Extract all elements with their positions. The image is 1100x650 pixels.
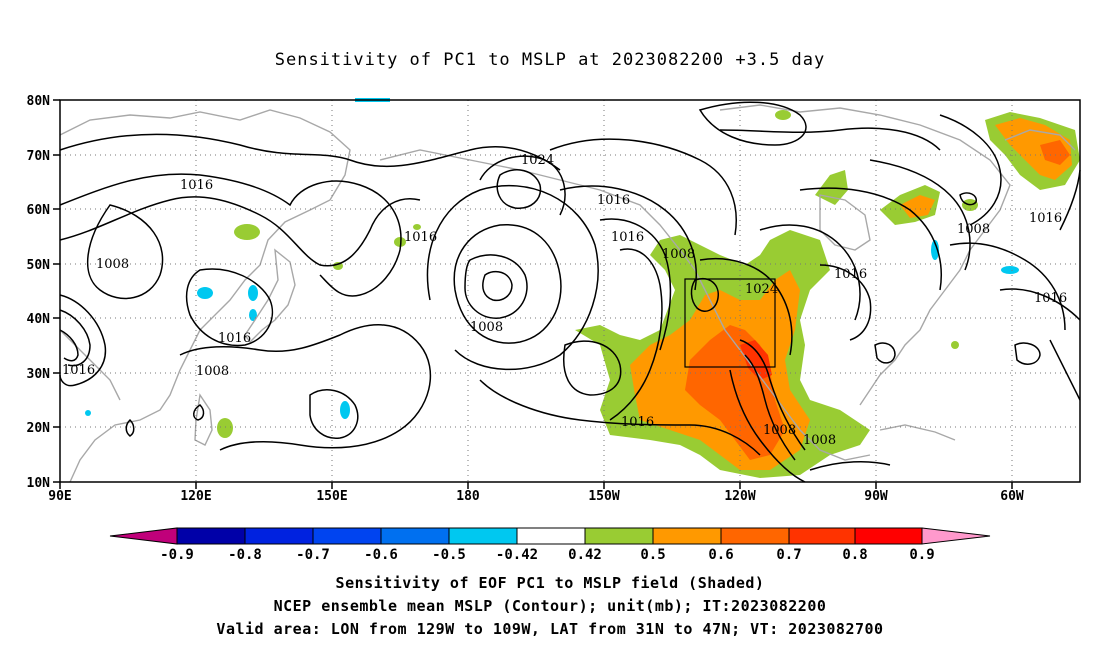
shade-arctic (775, 110, 791, 120)
contour-label: 1016 (404, 230, 437, 245)
colorbar-label: 0.7 (776, 547, 801, 563)
contour-label: 1008 (470, 320, 503, 335)
lon-label: 150E (316, 489, 347, 504)
lat-label: 50N (27, 258, 51, 273)
colorbar-label: 0.8 (842, 547, 867, 563)
shade-atlantic-red (1040, 140, 1070, 165)
contour-label: 1024 (745, 282, 778, 297)
caption-line-3: Valid area: LON from 129W to 109W, LAT f… (216, 620, 884, 638)
colorbar-cell (854, 527, 923, 545)
lon-label: 150W (588, 489, 619, 504)
contour-label: 1008 (196, 364, 229, 379)
sensitivity-shading (85, 98, 1080, 478)
contour-label: 1008 (662, 247, 695, 262)
lat-label: 40N (27, 312, 51, 327)
valid-area-box (684, 278, 776, 368)
lat-label: 70N (27, 149, 51, 164)
map-title: Sensitivity of PC1 to MSLP at 2023082200… (274, 50, 826, 70)
contour-label: 1008 (96, 257, 129, 272)
lon-label: 120W (724, 489, 755, 504)
lat-label: 10N (27, 476, 51, 491)
lat-lon-grid (60, 100, 1080, 482)
colorbar-label: -0.9 (160, 547, 194, 563)
colorbar-cell (176, 527, 246, 545)
colorbar-cell (516, 527, 586, 545)
shade-pacific-c (413, 224, 421, 230)
caption-line-1: Sensitivity of EOF PC1 to MSLP field (Sh… (335, 574, 765, 592)
contour-label: 1008 (763, 423, 796, 438)
contour-label: 1016 (834, 267, 867, 282)
map-frame (59, 99, 1081, 483)
shade-neg-japan-a (248, 285, 258, 301)
lon-label: 60W (1000, 489, 1024, 504)
lat-label: 30N (27, 367, 51, 382)
lon-label: 90E (48, 489, 71, 504)
contour-label: 1016 (621, 415, 654, 430)
colorbar-cell (448, 527, 518, 545)
contour-label: 1016 (597, 193, 630, 208)
colorbar-label: -0.8 (228, 547, 262, 563)
shade-neg-tiny (85, 410, 91, 416)
colorbar-label: 0.6 (708, 547, 733, 563)
lon-label: 180 (456, 489, 480, 504)
colorbar-cell (244, 527, 314, 545)
lat-label: 20N (27, 421, 51, 436)
colorbar-cell (584, 527, 654, 545)
colorbar-cell (380, 527, 450, 545)
shade-labrador-orange (900, 195, 935, 218)
contour-label: 1024 (521, 153, 554, 168)
shade-china-south (217, 418, 233, 438)
shade-japan-north (234, 224, 260, 240)
contour-label: 1016 (1034, 291, 1067, 306)
contour-label: 1016 (180, 178, 213, 193)
lat-label: 80N (27, 94, 51, 109)
shade-neg-canada (931, 240, 939, 260)
colorbar-label: -0.42 (496, 547, 538, 563)
contour-labels: 1008 1016 1016 1008 1016 1016 1024 1008 … (62, 153, 1067, 448)
colorbar-label: 0.42 (568, 547, 602, 563)
contour-label: 1016 (1029, 211, 1062, 226)
caption-line-2: NCEP ensemble mean MSLP (Contour); unit(… (273, 597, 827, 615)
colorbar-right-arrow (921, 527, 991, 545)
colorbar-label: -0.6 (364, 547, 398, 563)
shade-neg-pacific (340, 401, 350, 419)
map-background (60, 100, 1080, 482)
shade-red-core (740, 340, 772, 380)
colorbar-label: -0.5 (432, 547, 466, 563)
shade-neg-atl (1001, 266, 1019, 274)
contour-label: 1008 (957, 222, 990, 237)
axis-ticks (53, 99, 1013, 489)
longitude-labels: 90E 120E 150E 180 150W 120W 90W 60W (48, 489, 1024, 504)
colorbar-cell (312, 527, 382, 545)
shade-neg-korea (197, 287, 213, 299)
colorbar-labels: -0.9 -0.8 -0.7 -0.6 -0.5 -0.42 0.42 0.5 … (160, 547, 935, 563)
contour-label: 1016 (218, 331, 251, 346)
shade-atl-small (951, 341, 959, 349)
colorbar-cell (652, 527, 722, 545)
lon-label: 90W (864, 489, 888, 504)
latitude-labels: 80N 70N 60N 50N 40N 30N 20N 10N (27, 94, 51, 491)
coastlines (59, 104, 1076, 483)
contour-label: 1016 (62, 363, 95, 378)
colorbar-cell (788, 527, 856, 545)
colorbar-label: 0.9 (909, 547, 934, 563)
colorbar-label: 0.5 (640, 547, 665, 563)
colorbar-cell (720, 527, 790, 545)
colorbar (109, 527, 991, 545)
contour-label: 1016 (611, 230, 644, 245)
lon-label: 120E (180, 489, 211, 504)
colorbar-label: -0.7 (296, 547, 330, 563)
shade-pacific-a (394, 237, 406, 247)
lat-label: 60N (27, 203, 51, 218)
colorbar-left-arrow (109, 527, 178, 545)
contour-label: 1008 (803, 433, 836, 448)
